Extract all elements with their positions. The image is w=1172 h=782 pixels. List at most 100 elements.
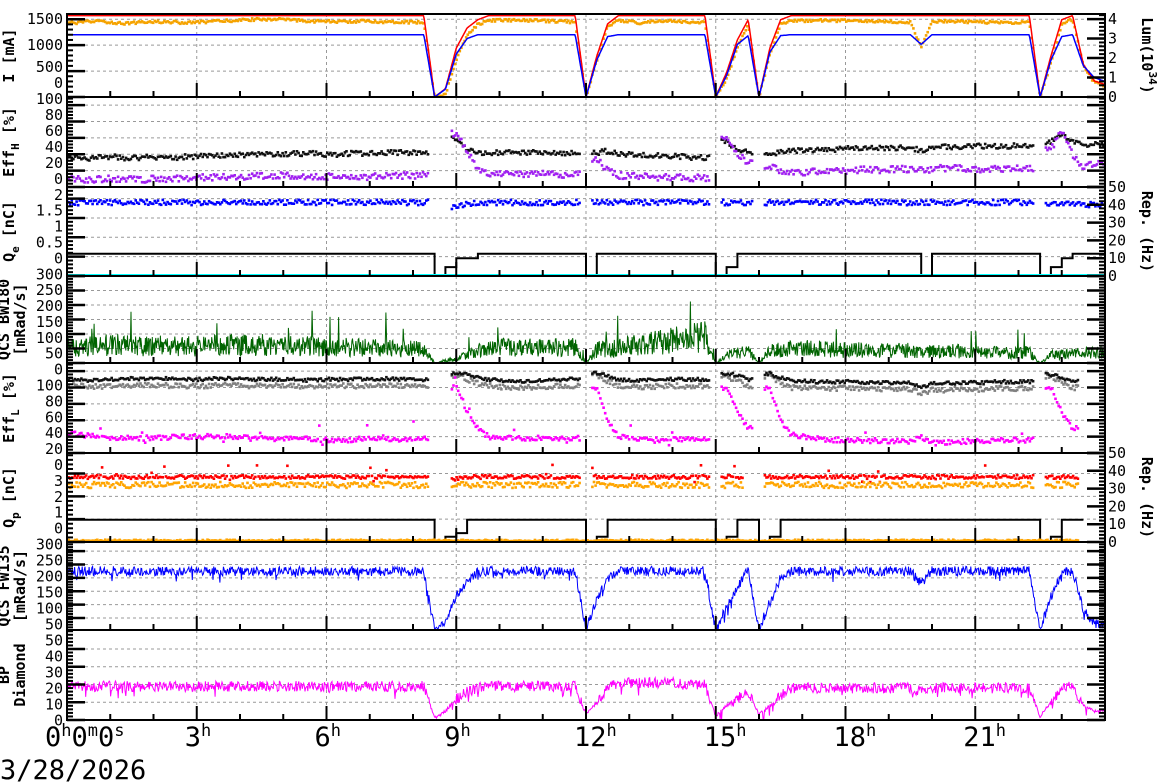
data-point xyxy=(381,152,385,156)
data-point xyxy=(211,179,214,182)
data-point xyxy=(592,158,596,162)
data-point xyxy=(664,382,668,386)
data-point xyxy=(227,375,230,379)
data-point xyxy=(696,200,700,204)
data-point xyxy=(916,150,920,154)
data-point xyxy=(318,152,321,155)
data-point xyxy=(72,175,75,179)
data-point xyxy=(798,199,802,203)
data-point xyxy=(1012,382,1016,385)
data-point xyxy=(1019,202,1022,206)
data-point xyxy=(236,176,240,180)
data-point xyxy=(302,20,305,23)
data-point xyxy=(284,172,288,176)
data-point xyxy=(73,377,77,381)
data-point xyxy=(640,155,644,159)
data-point xyxy=(386,173,390,177)
data-point xyxy=(928,171,931,174)
data-point xyxy=(456,53,460,57)
data-point xyxy=(495,435,498,438)
data-point xyxy=(266,476,270,479)
data-point xyxy=(397,440,401,443)
data-point xyxy=(975,387,979,391)
data-point xyxy=(334,438,337,441)
data-point xyxy=(290,151,294,154)
data-point xyxy=(356,150,359,154)
data-point xyxy=(145,377,149,381)
data-point xyxy=(950,147,953,151)
data-point xyxy=(334,199,337,202)
data-point xyxy=(776,199,779,203)
data-point xyxy=(738,413,741,417)
data-point xyxy=(254,384,257,388)
data-point xyxy=(362,436,366,439)
data-point xyxy=(343,386,347,390)
data-point xyxy=(571,203,575,207)
data-point xyxy=(313,21,316,24)
data-point xyxy=(493,437,497,440)
data-point xyxy=(250,474,254,477)
data-point xyxy=(233,152,236,156)
data-point xyxy=(155,436,158,440)
data-point xyxy=(991,20,995,23)
data-point xyxy=(532,380,535,384)
data-point xyxy=(180,202,184,205)
data-point xyxy=(1087,161,1091,164)
data-point xyxy=(809,20,813,23)
data-point xyxy=(370,149,374,153)
data-point xyxy=(803,378,807,382)
data-point xyxy=(357,150,361,154)
data-point xyxy=(361,154,364,157)
data-point xyxy=(453,204,457,207)
data-point xyxy=(567,19,570,22)
data-point xyxy=(1019,168,1022,171)
data-point xyxy=(798,170,802,174)
data-point xyxy=(525,18,529,22)
data-point xyxy=(391,385,395,388)
data-point xyxy=(517,388,521,391)
data-point xyxy=(273,199,276,203)
data-point xyxy=(690,200,693,203)
data-point xyxy=(920,147,923,151)
data-point xyxy=(385,200,388,204)
data-point xyxy=(913,149,917,153)
data-point xyxy=(702,379,706,382)
data-point xyxy=(995,203,998,207)
data-point xyxy=(635,439,639,442)
data-point xyxy=(143,155,147,159)
data-point xyxy=(167,437,171,441)
data-point xyxy=(292,177,296,180)
data-point xyxy=(182,22,185,25)
data-point xyxy=(1062,415,1065,419)
data-point xyxy=(939,146,942,149)
data-point xyxy=(808,435,811,439)
data-point xyxy=(508,387,511,390)
data-point xyxy=(380,436,383,440)
data-point xyxy=(846,378,850,382)
data-point xyxy=(769,167,773,171)
data-point xyxy=(185,157,189,160)
data-point xyxy=(241,384,244,388)
data-point xyxy=(619,386,623,389)
data-point xyxy=(1027,20,1030,23)
data-point xyxy=(801,387,805,390)
data-point xyxy=(306,437,310,441)
data-point xyxy=(72,157,75,161)
data-point xyxy=(562,437,565,440)
data-point xyxy=(779,148,783,152)
data-point xyxy=(736,410,739,414)
data-point xyxy=(255,171,259,175)
data-point xyxy=(343,151,347,154)
data-point xyxy=(806,149,810,152)
data-point xyxy=(389,382,393,386)
data-point xyxy=(560,176,564,179)
data-point xyxy=(493,200,497,204)
data-point xyxy=(480,168,484,171)
data-point xyxy=(367,435,371,439)
data-point xyxy=(319,177,323,181)
data-point xyxy=(525,153,529,156)
data-point xyxy=(522,17,525,21)
data-point xyxy=(880,389,883,393)
data-point xyxy=(982,19,985,23)
data-point xyxy=(508,17,511,21)
